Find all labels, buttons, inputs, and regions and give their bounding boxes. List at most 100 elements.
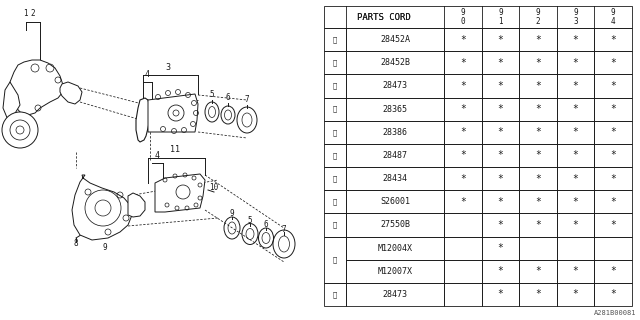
Bar (324, 283, 346, 306)
Text: ⑦: ⑦ (333, 175, 337, 182)
Bar (324, 167, 346, 190)
Text: *: * (535, 220, 541, 230)
Bar (595, 98, 632, 121)
Bar (346, 51, 444, 74)
Bar (444, 190, 482, 213)
Bar (482, 144, 519, 167)
Bar (444, 283, 482, 306)
Text: 6: 6 (226, 93, 230, 102)
Bar (444, 167, 482, 190)
Bar (557, 144, 595, 167)
Bar (557, 283, 595, 306)
Polygon shape (72, 175, 132, 240)
Text: 7: 7 (244, 95, 250, 104)
Bar (444, 121, 482, 144)
Text: *: * (535, 81, 541, 91)
Bar (482, 190, 519, 213)
Polygon shape (136, 98, 150, 142)
Text: *: * (497, 173, 503, 184)
Bar (324, 98, 346, 121)
Bar (324, 144, 346, 167)
Text: 9: 9 (230, 209, 234, 218)
Bar (444, 144, 482, 167)
Text: 28452A: 28452A (380, 35, 410, 44)
Text: *: * (497, 220, 503, 230)
Text: *: * (460, 58, 466, 68)
Bar (557, 260, 595, 283)
Bar (595, 28, 632, 51)
Bar (444, 51, 482, 74)
Text: 28452B: 28452B (380, 58, 410, 67)
Text: *: * (611, 150, 616, 160)
Bar (519, 236, 557, 260)
Bar (444, 98, 482, 121)
Bar (595, 213, 632, 236)
Bar (324, 6, 632, 28)
Text: *: * (460, 104, 466, 114)
Text: ③: ③ (333, 83, 337, 89)
Text: ⑤: ⑤ (333, 129, 337, 136)
Bar (595, 144, 632, 167)
Text: 9: 9 (102, 243, 108, 252)
Circle shape (2, 112, 38, 148)
Bar (346, 190, 444, 213)
Bar (444, 74, 482, 98)
Bar (482, 74, 519, 98)
Text: *: * (573, 289, 579, 300)
Text: ⑩: ⑩ (333, 256, 337, 263)
Bar (346, 167, 444, 190)
Text: *: * (497, 81, 503, 91)
Text: ⑪: ⑪ (333, 291, 337, 298)
Polygon shape (10, 60, 63, 115)
Text: 4: 4 (154, 151, 159, 160)
Bar (557, 236, 595, 260)
Bar (444, 28, 482, 51)
Text: 28487: 28487 (383, 151, 408, 160)
Text: *: * (497, 243, 503, 253)
Text: 1: 1 (23, 9, 28, 18)
Text: *: * (535, 173, 541, 184)
Text: *: * (497, 104, 503, 114)
Bar (346, 236, 444, 260)
Text: 9
0: 9 0 (461, 8, 465, 26)
Bar (557, 51, 595, 74)
Bar (557, 167, 595, 190)
Text: 9
4: 9 4 (611, 8, 616, 26)
Text: *: * (535, 104, 541, 114)
Text: M12007X: M12007X (378, 267, 413, 276)
Text: *: * (535, 289, 541, 300)
Bar (557, 28, 595, 51)
Text: *: * (497, 35, 503, 44)
Text: *: * (460, 81, 466, 91)
Text: *: * (611, 127, 616, 137)
Text: *: * (497, 127, 503, 137)
Text: *: * (611, 58, 616, 68)
Bar (595, 236, 632, 260)
Text: *: * (535, 35, 541, 44)
Bar (595, 51, 632, 74)
Bar (595, 190, 632, 213)
Text: 28386: 28386 (383, 128, 408, 137)
Text: *: * (535, 127, 541, 137)
Bar (324, 28, 346, 51)
Bar (519, 51, 557, 74)
Polygon shape (155, 174, 205, 212)
Text: 28473: 28473 (383, 290, 408, 299)
Bar (482, 28, 519, 51)
Bar (519, 167, 557, 190)
Text: *: * (460, 127, 466, 137)
Text: *: * (611, 81, 616, 91)
Bar (482, 167, 519, 190)
Bar (324, 51, 346, 74)
Bar (482, 121, 519, 144)
Bar (519, 213, 557, 236)
Bar (519, 121, 557, 144)
Text: 28473: 28473 (383, 81, 408, 91)
Bar (595, 121, 632, 144)
Text: ①: ① (333, 36, 337, 43)
Bar (346, 260, 444, 283)
Bar (595, 74, 632, 98)
Text: *: * (573, 197, 579, 207)
Bar (482, 213, 519, 236)
Text: PARTS CORD: PARTS CORD (357, 12, 411, 21)
